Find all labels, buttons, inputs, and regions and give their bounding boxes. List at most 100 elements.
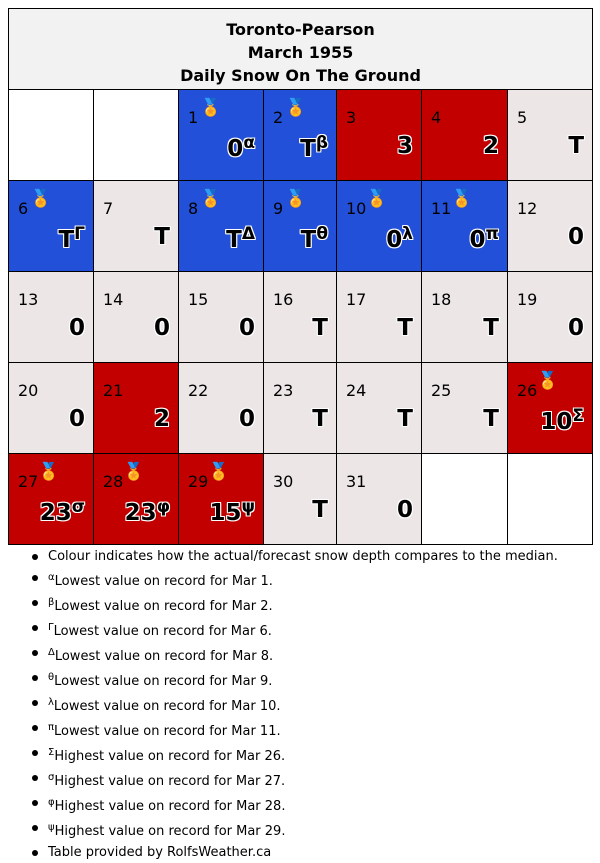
- snow-depth-number: T: [568, 133, 585, 159]
- record-medal-icon: 🏅: [200, 189, 222, 209]
- note-item: σHighest value on record for Mar 27.: [32, 767, 558, 792]
- note-item: ΓLowest value on record for Mar 6.: [32, 617, 558, 642]
- calendar-table: Toronto-Pearson March 1955 Daily Snow On…: [7, 8, 594, 545]
- day-cell: 1 🏅 0α: [178, 89, 264, 181]
- day-cell: 9 🏅 Tθ: [263, 180, 337, 272]
- snow-depth-value: T: [312, 497, 328, 523]
- day-cell: 25 T: [421, 362, 508, 454]
- day-number: 23: [273, 381, 294, 400]
- note-footnote-marker: α: [48, 572, 55, 583]
- record-footnote-marker: α: [243, 133, 255, 153]
- snow-depth-value: 0α: [227, 133, 255, 162]
- record-footnote-marker: σ: [71, 497, 85, 517]
- day-number: 21: [103, 381, 124, 400]
- day-number: 3: [346, 108, 357, 127]
- note-item: Table provided by RolfsWeather.ca: [32, 842, 558, 863]
- snow-depth-value: 0: [154, 315, 170, 341]
- station-title: Toronto-Pearson: [226, 19, 375, 39]
- note-text: Highest value on record for Mar 27.: [54, 774, 286, 789]
- snow-depth-number: 0: [153, 315, 170, 341]
- day-cell: 26 🏅 10Σ: [506, 362, 594, 454]
- day-cell: 6 🏅 TΓ: [8, 180, 94, 272]
- day-cell: 20 0: [8, 362, 94, 454]
- record-footnote-marker: Δ: [241, 224, 255, 244]
- month-title: March 1955: [247, 42, 354, 62]
- snow-depth-value: T: [483, 406, 499, 432]
- snow-depth-value: 0: [397, 497, 413, 523]
- snow-depth-value: 0π: [470, 224, 499, 253]
- record-medal-icon: 🏅: [30, 189, 52, 209]
- snow-depth-value: 0: [69, 406, 85, 432]
- snow-depth-value: 3: [397, 133, 413, 159]
- note-item: Colour indicates how the actual/forecast…: [32, 546, 558, 567]
- snow-depth-value: 0: [568, 224, 584, 250]
- day-number: 4: [431, 108, 442, 127]
- snow-depth-number: T: [312, 406, 328, 432]
- day-number: 24: [346, 381, 367, 400]
- snow-depth-value: 0: [568, 315, 584, 341]
- note-text: Lowest value on record for Mar 1.: [54, 574, 273, 589]
- snow-depth-value: 10Σ: [540, 406, 584, 435]
- day-cell: 19 0: [506, 271, 594, 363]
- day-number: 22: [188, 381, 209, 400]
- snow-depth-number: 0: [68, 315, 85, 341]
- day-cell: 16 T: [263, 271, 337, 363]
- snow-depth-number: 0: [238, 315, 255, 341]
- snow-depth-value: T: [483, 315, 499, 341]
- record-footnote-marker: λ: [402, 224, 413, 244]
- snow-depth-value: 15ψ: [209, 497, 255, 526]
- day-cell: 2 🏅 Tβ: [263, 89, 337, 181]
- day-number: 29: [188, 472, 209, 491]
- record-footnote-marker: θ: [316, 224, 328, 244]
- day-number: 12: [517, 199, 538, 218]
- snow-depth-number: T: [397, 315, 413, 341]
- snow-depth-value: T: [312, 315, 328, 341]
- snow-depth-number: T: [300, 136, 316, 162]
- snow-depth-number: 0: [396, 497, 413, 523]
- day-cell: 31 0: [336, 453, 422, 545]
- snow-depth-number: 2: [153, 406, 170, 432]
- day-number: 28: [103, 472, 124, 491]
- day-number: 8: [188, 199, 199, 218]
- record-medal-icon: 🏅: [200, 98, 222, 118]
- record-medal-icon: 🏅: [38, 462, 60, 482]
- snow-depth-number: T: [312, 315, 328, 341]
- day-cell: 18 T: [421, 271, 508, 363]
- note-text: Highest value on record for Mar 26.: [54, 749, 286, 764]
- note-item: πLowest value on record for Mar 11.: [32, 717, 558, 742]
- snow-depth-number: 23: [124, 500, 157, 526]
- day-number: 30: [273, 472, 294, 491]
- snow-depth-value: Tβ: [300, 133, 328, 162]
- day-number: 1: [188, 108, 199, 127]
- note-item: λLowest value on record for Mar 10.: [32, 692, 558, 717]
- note-item: θLowest value on record for Mar 9.: [32, 667, 558, 692]
- calendar-week: 13 0 14 0 15 0 16 T 17 T 18 T 19 0: [8, 271, 594, 363]
- snow-depth-value: T: [568, 133, 584, 159]
- empty-day-cell: [93, 89, 179, 181]
- note-text: Lowest value on record for Mar 9.: [54, 674, 273, 689]
- snow-depth-number: T: [154, 224, 170, 250]
- day-cell: 13 0: [8, 271, 94, 363]
- day-number: 26: [517, 381, 538, 400]
- snow-depth-number: 10: [540, 409, 573, 435]
- day-number: 18: [431, 290, 452, 309]
- snow-depth-value: 2: [483, 133, 499, 159]
- empty-day-cell: [8, 89, 94, 181]
- day-cell: 23 T: [263, 362, 337, 454]
- snow-depth-number: 23: [39, 500, 72, 526]
- snow-depth-number: T: [483, 406, 499, 432]
- record-footnote-marker: β: [315, 133, 328, 153]
- snow-depth-number: 0: [568, 315, 585, 341]
- snow-depth-value: TΔ: [226, 224, 255, 253]
- subject-title: Daily Snow On The Ground: [180, 65, 421, 85]
- note-text: Lowest value on record for Mar 11.: [54, 724, 281, 739]
- day-number: 16: [273, 290, 294, 309]
- snow-depth-value: 0: [239, 406, 255, 432]
- note-footnote-marker: Δ: [48, 647, 55, 658]
- day-number: 13: [18, 290, 39, 309]
- page: Toronto-Pearson March 1955 Daily Snow On…: [7, 8, 594, 860]
- day-number: 9: [273, 199, 284, 218]
